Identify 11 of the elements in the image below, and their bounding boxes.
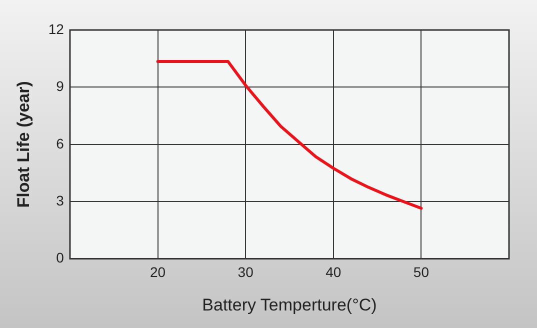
y-tick-label: 0: [56, 250, 64, 266]
x-axis-title: Battery Temperture(°C): [202, 295, 377, 314]
x-tick-label: 20: [150, 264, 166, 280]
y-tick-label: 3: [56, 192, 64, 208]
y-tick-label: 9: [56, 78, 64, 94]
x-tick-label: 50: [413, 264, 430, 280]
x-tick-label: 30: [238, 264, 254, 280]
x-tick-label: 40: [326, 264, 342, 280]
y-tick-label: 12: [48, 20, 64, 37]
y-axis-title: Float Life (year): [14, 81, 33, 208]
y-tick-label: 6: [56, 135, 64, 152]
